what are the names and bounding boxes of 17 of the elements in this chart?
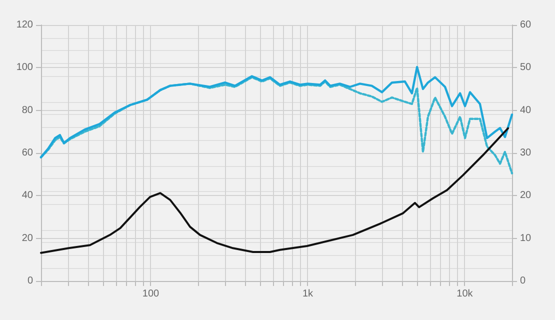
x-tick-label: 10k xyxy=(456,288,474,300)
y2-tick-label: 40 xyxy=(520,104,532,116)
y2-tick-label: 10 xyxy=(520,232,532,244)
y2-tick-label: 0 xyxy=(520,276,526,286)
y-tick-label: 100 xyxy=(16,62,34,74)
y-tick-label: 80 xyxy=(22,104,34,116)
x-tick-label: 1k xyxy=(302,288,314,300)
y-tick-label: 60 xyxy=(22,148,34,158)
y2-tick-label: 30 xyxy=(520,148,532,158)
y2-tick-label: 50 xyxy=(520,62,532,74)
y-tick-label: 120 xyxy=(16,20,34,30)
y-tick-label: 0 xyxy=(27,276,34,286)
y2-tick-label: 60 xyxy=(520,20,532,30)
y-tick-label: 20 xyxy=(22,232,34,244)
y2-tick-label: 20 xyxy=(520,190,532,202)
y-tick-label: 40 xyxy=(22,190,34,202)
x-tick-label: 100 xyxy=(142,288,160,300)
